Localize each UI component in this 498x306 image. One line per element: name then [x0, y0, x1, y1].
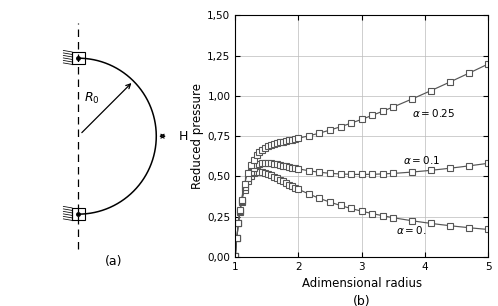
FancyBboxPatch shape — [72, 52, 85, 65]
FancyBboxPatch shape — [72, 208, 85, 220]
Text: (a): (a) — [105, 255, 122, 268]
Text: $R_0$: $R_0$ — [84, 91, 100, 106]
Y-axis label: Reduced pressure: Reduced pressure — [191, 83, 204, 189]
Text: $\alpha = 0.1$: $\alpha = 0.1$ — [403, 154, 440, 166]
Text: H: H — [179, 130, 188, 143]
X-axis label: Adimensional radius: Adimensional radius — [302, 278, 422, 290]
Text: $\alpha = 0.$: $\alpha = 0.$ — [396, 223, 427, 236]
Text: $\alpha = 0.25$: $\alpha = 0.25$ — [412, 107, 455, 119]
Text: (b): (b) — [353, 295, 371, 306]
